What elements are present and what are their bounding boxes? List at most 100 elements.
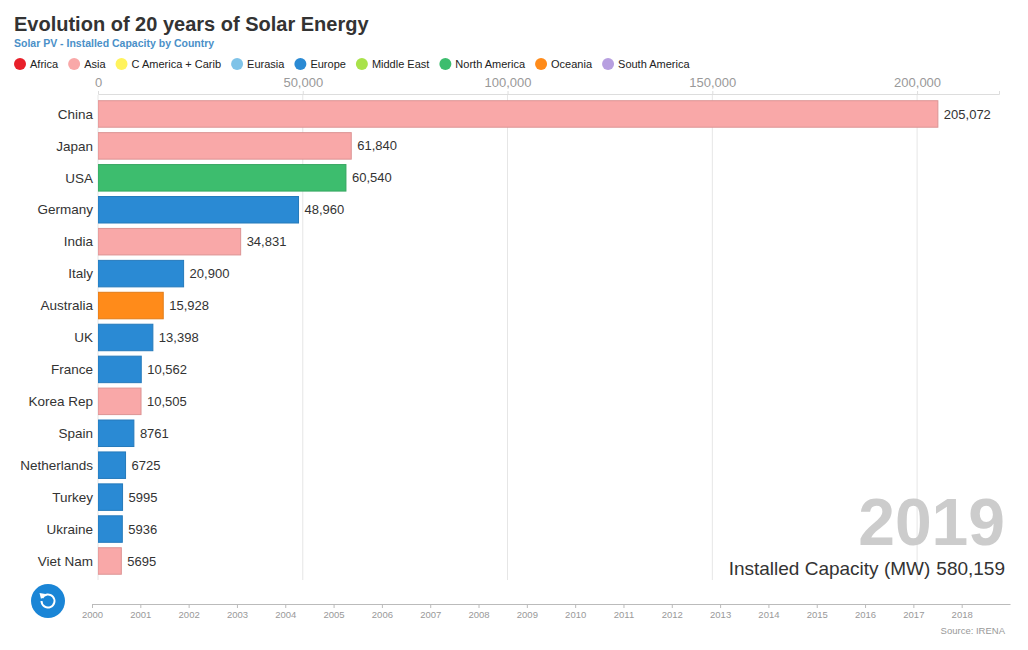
data-label: 6725: [132, 458, 161, 473]
replay-icon[interactable]: [41, 593, 56, 608]
bar: [98, 548, 121, 575]
bar: [98, 133, 351, 160]
tick-label: 2011: [614, 609, 634, 620]
tick-mark: [508, 91, 509, 94]
legend-item: Asia: [68, 58, 106, 70]
tick: 2017: [903, 604, 924, 620]
category-label: China: [58, 107, 94, 122]
tick: 50,000: [283, 75, 323, 94]
tick: 2005: [324, 604, 345, 620]
tick-label: 2015: [807, 609, 828, 620]
legend-swatch: [116, 58, 128, 70]
tick-label: 2016: [855, 609, 876, 620]
tick-label: 50,000: [283, 75, 323, 90]
tick-mark: [527, 604, 528, 608]
bar: [98, 197, 299, 224]
tick-label: 2009: [517, 609, 538, 620]
tick-label: 0: [95, 75, 102, 90]
tick: 2012: [662, 604, 683, 620]
category-label: Turkey: [52, 490, 93, 505]
tick: 2004: [275, 604, 296, 620]
grid-line: [712, 95, 713, 580]
replay-button[interactable]: [31, 584, 65, 618]
tick-label: 2006: [372, 609, 393, 620]
tick-mark: [430, 604, 431, 608]
replay-arrow[interactable]: [40, 593, 46, 599]
tick-label: 2012: [662, 609, 683, 620]
data-label: 60,540: [352, 170, 392, 185]
tick-mark: [575, 604, 576, 608]
legend-label: C America + Carib: [132, 58, 222, 70]
subtitle: Solar PV - Installed Capacity by Country: [14, 37, 214, 49]
legend-label: South America: [618, 58, 690, 70]
bar: [98, 228, 241, 255]
data-label: 5695: [127, 554, 156, 569]
tick-label: 2018: [952, 609, 973, 620]
tick-label: 2007: [420, 609, 441, 620]
legend-label: Europe: [310, 58, 345, 70]
tick-mark: [140, 604, 141, 608]
tick: 2006: [372, 604, 393, 620]
category-label: Japan: [56, 139, 93, 154]
legend-label: Africa: [30, 58, 59, 70]
legend-label: Oceania: [551, 58, 593, 70]
category-label: Netherlands: [20, 458, 93, 473]
legend-item: Middle East: [356, 58, 429, 70]
bar: [98, 165, 346, 192]
tick-label: 150,000: [689, 75, 736, 90]
tick: 200,000: [894, 75, 941, 94]
tick: 100,000: [485, 75, 532, 94]
title: Evolution of 20 years of Solar Energy: [14, 13, 369, 35]
tick: 2003: [227, 604, 248, 620]
legend-item: C America + Carib: [116, 58, 222, 70]
legend-swatch: [439, 58, 451, 70]
tick-mark: [720, 604, 721, 608]
timeline-axis: 2000200120022003200420052006200720082009…: [82, 604, 1011, 620]
data-label: 8761: [140, 426, 169, 441]
data-label: 34,831: [247, 234, 287, 249]
legend-label: North America: [455, 58, 526, 70]
tick-mark: [285, 604, 286, 608]
total-label: Installed Capacity (MW): [729, 558, 931, 579]
legend-label: Eurasia: [247, 58, 285, 70]
tick-mark: [382, 604, 383, 608]
tick-mark: [334, 604, 335, 608]
bar: [98, 260, 184, 287]
replay-circle[interactable]: [31, 584, 65, 618]
bar: [98, 484, 123, 511]
tick-mark: [712, 91, 713, 94]
chart: Evolution of 20 years of Solar Energy Sol…: [0, 0, 1028, 650]
data-label: 10,505: [147, 394, 187, 409]
bar: [98, 324, 153, 351]
tick-mark: [92, 604, 93, 608]
tick-mark: [913, 604, 914, 608]
category-label: USA: [65, 171, 93, 186]
legend-swatch: [68, 58, 80, 70]
tick-mark: [865, 604, 866, 608]
category-label: UK: [74, 330, 93, 345]
axis-line: [99, 91, 1000, 95]
bar: [98, 516, 122, 543]
legend-swatch: [535, 58, 547, 70]
tick: 2000: [82, 604, 103, 620]
tick: 2007: [420, 604, 441, 620]
tick-mark: [623, 604, 624, 608]
tick: 2016: [855, 604, 876, 620]
tick-mark: [479, 604, 480, 608]
tick-label: 2008: [468, 609, 489, 620]
tick-label: 200,000: [894, 75, 941, 90]
legend-swatch: [14, 58, 26, 70]
tick-mark: [189, 604, 190, 608]
legend-label: Middle East: [372, 58, 429, 70]
tick-label: 2014: [758, 609, 779, 620]
tick-mark: [98, 91, 99, 94]
category-label: Germany: [37, 202, 93, 217]
category-label: Spain: [58, 426, 93, 441]
data-label: 5995: [129, 490, 158, 505]
total-value: 580,159: [936, 558, 1005, 579]
legend-swatch: [356, 58, 368, 70]
category-label: Korea Rep: [28, 394, 93, 409]
data-label: 205,072: [944, 107, 991, 122]
legend-item: Oceania: [535, 58, 593, 70]
bars: [98, 101, 938, 575]
